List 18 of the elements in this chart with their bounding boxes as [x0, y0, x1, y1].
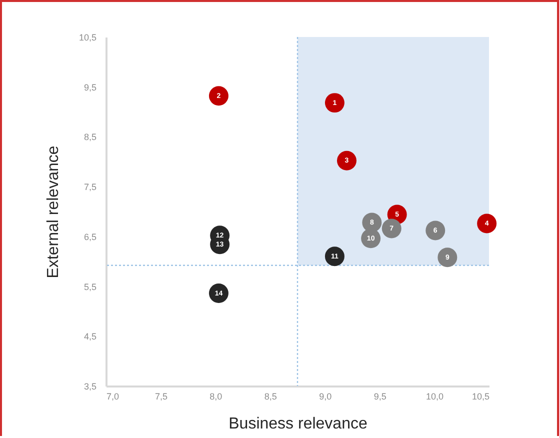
x-tick-label: 8,0 [210, 392, 222, 402]
y-tick-label: 9,5 [84, 82, 96, 92]
y-tick-label: 8,5 [84, 132, 96, 142]
x-tick-label: 9,0 [319, 392, 332, 402]
x-tick-label: 7,5 [154, 392, 168, 402]
y-tick-label: 3,5 [84, 382, 96, 392]
x-tick-label: 7,0 [106, 392, 120, 402]
x-axis-title: Business relevance [228, 416, 368, 432]
x-tick-label: 10,0 [426, 392, 444, 402]
y-tick-label: 4,5 [84, 332, 96, 342]
x-tick-label: 8,5 [264, 392, 277, 402]
y-tick-label: 5,5 [84, 282, 96, 292]
y-tick-label: 7,5 [84, 182, 96, 192]
y-axis-title: External relevance [44, 146, 62, 278]
x-tick-label: 9,5 [374, 392, 386, 402]
y-tick-label: 6,5 [84, 232, 96, 242]
x-tick-label: 10,5 [472, 392, 490, 402]
y-tick-label: 10,5 [78, 32, 96, 42]
